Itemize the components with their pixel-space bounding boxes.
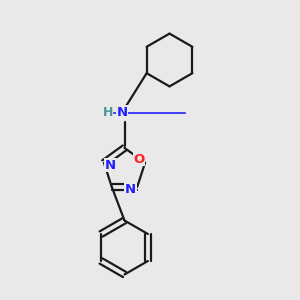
Text: H: H: [103, 106, 113, 119]
Text: N: N: [105, 159, 116, 172]
Text: N: N: [116, 106, 128, 119]
Text: N: N: [125, 183, 136, 196]
Text: O: O: [134, 153, 145, 166]
